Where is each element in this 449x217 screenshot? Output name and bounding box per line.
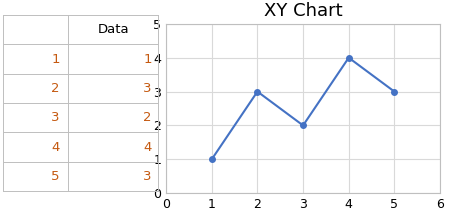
Text: 2: 2 <box>143 111 152 124</box>
Text: 5: 5 <box>51 170 60 183</box>
Text: 3: 3 <box>143 82 152 95</box>
Text: 4: 4 <box>52 141 60 153</box>
Text: 1: 1 <box>51 53 60 66</box>
Text: 4: 4 <box>144 141 152 153</box>
Text: 3: 3 <box>51 111 60 124</box>
Text: 3: 3 <box>143 170 152 183</box>
Text: 2: 2 <box>51 82 60 95</box>
Text: 1: 1 <box>143 53 152 66</box>
Title: XY Chart: XY Chart <box>264 2 343 20</box>
Text: Data: Data <box>97 23 129 36</box>
